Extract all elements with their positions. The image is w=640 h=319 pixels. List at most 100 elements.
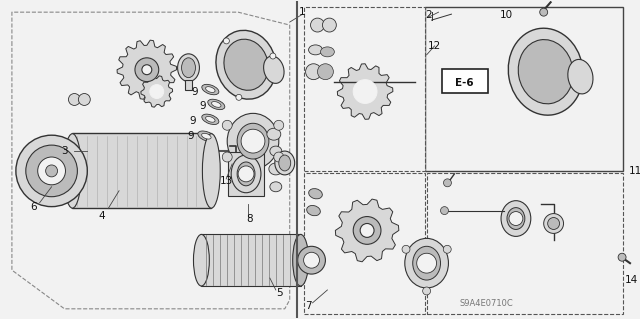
Circle shape — [222, 120, 232, 130]
Ellipse shape — [205, 87, 215, 93]
Circle shape — [417, 253, 436, 273]
Ellipse shape — [182, 58, 195, 78]
Circle shape — [317, 64, 333, 80]
Ellipse shape — [321, 47, 334, 57]
Circle shape — [323, 18, 337, 32]
Ellipse shape — [501, 201, 531, 236]
Text: 9: 9 — [191, 86, 198, 97]
Circle shape — [26, 145, 77, 197]
Circle shape — [548, 218, 559, 229]
Ellipse shape — [202, 133, 211, 139]
Ellipse shape — [231, 155, 261, 193]
Circle shape — [353, 80, 377, 103]
Ellipse shape — [193, 234, 209, 286]
Circle shape — [142, 65, 152, 75]
Circle shape — [274, 120, 284, 130]
FancyBboxPatch shape — [442, 69, 488, 93]
Ellipse shape — [508, 28, 583, 115]
Circle shape — [544, 214, 564, 234]
Text: E-6: E-6 — [455, 78, 474, 88]
Ellipse shape — [270, 182, 282, 192]
Bar — [427, 173, 623, 314]
Circle shape — [440, 207, 449, 215]
Circle shape — [274, 152, 284, 162]
Circle shape — [270, 53, 276, 59]
Ellipse shape — [202, 134, 220, 208]
Text: 3: 3 — [61, 146, 68, 156]
Circle shape — [222, 152, 232, 162]
Ellipse shape — [205, 116, 215, 122]
Ellipse shape — [568, 59, 593, 94]
Ellipse shape — [63, 134, 81, 208]
Circle shape — [16, 135, 87, 207]
Text: 5: 5 — [276, 288, 283, 298]
Bar — [72, 133, 211, 208]
Circle shape — [402, 245, 410, 253]
Ellipse shape — [224, 39, 268, 90]
Text: 7: 7 — [305, 301, 312, 311]
Ellipse shape — [307, 205, 321, 216]
Text: 13: 13 — [220, 176, 233, 186]
Text: 10: 10 — [499, 10, 513, 20]
Ellipse shape — [212, 101, 221, 107]
Ellipse shape — [227, 113, 279, 169]
Circle shape — [150, 85, 164, 99]
Text: 6: 6 — [31, 202, 37, 211]
Circle shape — [444, 179, 451, 187]
Ellipse shape — [279, 155, 291, 171]
Circle shape — [353, 217, 381, 244]
Circle shape — [509, 211, 523, 226]
Circle shape — [540, 8, 548, 16]
Circle shape — [303, 252, 319, 268]
Ellipse shape — [237, 123, 269, 159]
Circle shape — [135, 58, 159, 82]
Text: 8: 8 — [246, 213, 253, 224]
Circle shape — [422, 287, 431, 295]
Ellipse shape — [198, 131, 215, 141]
Ellipse shape — [202, 114, 219, 124]
Ellipse shape — [264, 56, 284, 83]
Text: 2: 2 — [426, 10, 432, 20]
Ellipse shape — [269, 163, 283, 175]
Polygon shape — [141, 76, 173, 107]
Polygon shape — [335, 199, 399, 262]
Circle shape — [238, 166, 254, 182]
Ellipse shape — [413, 246, 440, 280]
Bar — [184, 80, 193, 90]
Circle shape — [298, 246, 325, 274]
Circle shape — [360, 224, 374, 237]
Ellipse shape — [177, 54, 200, 82]
Text: 14: 14 — [625, 275, 637, 285]
Bar — [202, 234, 301, 286]
Circle shape — [78, 93, 90, 105]
Circle shape — [241, 129, 265, 153]
Text: 9: 9 — [199, 101, 205, 111]
Bar — [228, 152, 264, 196]
Ellipse shape — [267, 128, 281, 140]
Circle shape — [236, 94, 242, 100]
Ellipse shape — [308, 45, 323, 55]
Polygon shape — [337, 64, 393, 119]
Ellipse shape — [507, 208, 525, 229]
Ellipse shape — [270, 146, 282, 156]
Circle shape — [353, 217, 381, 244]
Text: 9: 9 — [187, 131, 194, 141]
Text: S9A4E0710C: S9A4E0710C — [460, 299, 513, 308]
Text: 11: 11 — [628, 166, 640, 176]
Polygon shape — [117, 40, 177, 99]
Circle shape — [618, 253, 626, 261]
Text: 1: 1 — [300, 7, 306, 17]
Ellipse shape — [518, 40, 573, 104]
Ellipse shape — [275, 151, 294, 175]
Text: 9: 9 — [189, 116, 196, 126]
Circle shape — [68, 93, 81, 105]
Ellipse shape — [308, 189, 323, 199]
Ellipse shape — [216, 30, 276, 99]
Ellipse shape — [202, 84, 219, 95]
Circle shape — [305, 64, 321, 80]
Ellipse shape — [208, 99, 225, 110]
Circle shape — [444, 245, 451, 253]
Circle shape — [223, 38, 229, 44]
Bar — [303, 173, 424, 314]
Bar — [303, 7, 424, 171]
